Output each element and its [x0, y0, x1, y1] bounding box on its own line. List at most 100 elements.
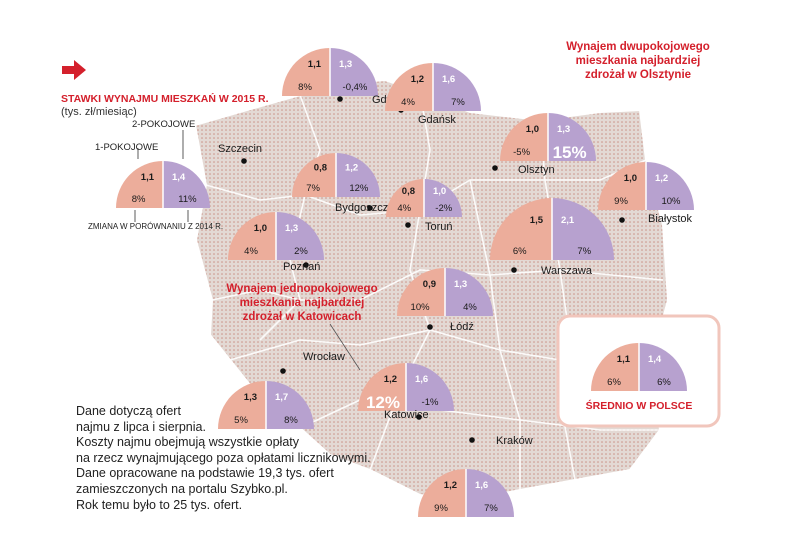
two-room-price: 1,3: [454, 279, 467, 290]
two-room-price: 1,6: [442, 74, 455, 85]
one-room-change: -5%: [513, 147, 530, 158]
two-room-price: 1,4: [172, 172, 186, 183]
one-room-change: 8%: [298, 82, 312, 93]
city-chart-lodz: 0,9 1,3 10% 4% Łódź: [397, 268, 493, 333]
one-room-price: 1,0: [624, 173, 637, 184]
two-room-change: 8%: [284, 415, 298, 426]
one-room-price: 1,0: [526, 124, 539, 135]
city-chart-torun: 0,8 1,0 4% -2% Toruń: [386, 179, 462, 233]
two-room-price: 1,3: [339, 59, 352, 70]
one-room-wedge: [386, 179, 424, 217]
city-chart-average: 1,1 1,4 6% 6% ŚREDNIO W POLSCE: [586, 343, 693, 412]
one-room-change: 12%: [366, 393, 400, 412]
city-dot-torun: [405, 222, 411, 228]
one-room-change: 6%: [513, 246, 527, 257]
city-dot-wroclaw: [280, 368, 286, 374]
callout-katowice: Wynajem jednopokojowego mieszkania najba…: [222, 282, 382, 324]
legend-label-2room: 2-POKOJOWE: [132, 119, 196, 130]
two-room-change: 2%: [294, 246, 308, 257]
city-dot-bydgoszcz: [367, 205, 373, 211]
two-room-change: 7%: [451, 97, 465, 108]
average-label: ŚREDNIO W POLSCE: [586, 399, 693, 412]
one-room-wedge: [385, 63, 433, 111]
callout-olsztyn-line: mieszkania najbardziej: [575, 55, 701, 67]
two-room-price: 1,6: [475, 480, 488, 491]
city-dot-poznan: [303, 262, 309, 268]
one-room-change: 4%: [397, 203, 411, 214]
two-room-wedge: [266, 381, 314, 429]
city-charts: 1,11,48%11%1,11,38%-0,4%Gdynia1,21,64%7%…: [116, 48, 694, 517]
two-room-wedge: [646, 162, 694, 210]
city-dot-bialystok: [619, 217, 625, 223]
note-line: Dane opracowane na podstawie 19,3 tys. o…: [76, 466, 334, 481]
two-room-change: 11%: [178, 194, 197, 205]
two-room-wedge: [406, 363, 454, 411]
callout-olsztyn-line: zdrożał w Olsztynie: [584, 69, 692, 81]
one-room-price: 1,0: [254, 223, 267, 234]
two-room-change: 7%: [577, 246, 591, 257]
city-chart-szczecin: Szczecin: [218, 143, 262, 155]
legend-unit: (tys. zł/miesiąc): [61, 106, 137, 118]
city-name-olsztyn: Olsztyn: [518, 164, 555, 176]
one-room-wedge: [116, 161, 163, 208]
city-name-bialystok: Białystok: [648, 213, 693, 225]
two-room-price: 1,3: [557, 124, 570, 135]
city-name-wroclaw: Wrocław: [303, 351, 345, 363]
one-room-price: 1,1: [141, 172, 155, 183]
two-room-wedge: [330, 48, 378, 96]
data-notes: Dane dotyczą ofert najmu z lipca i sierp…: [76, 404, 416, 513]
red-arrow-icon: [62, 60, 86, 80]
one-room-wedge: [598, 162, 646, 210]
city-dot-olsztyn: [492, 165, 498, 171]
one-room-change: 8%: [132, 194, 146, 205]
one-room-price: 1,1: [617, 354, 631, 365]
city-name-szczecin: Szczecin: [218, 143, 262, 155]
one-room-change: 7%: [306, 183, 320, 194]
two-room-wedge: [445, 268, 493, 316]
two-room-change: -0,4%: [343, 82, 368, 93]
note-line: na rzecz wynajmującego poza opłatami lic…: [76, 450, 371, 465]
city-chart-gdynia: 1,11,38%-0,4%Gdynia: [282, 48, 408, 106]
one-room-change: 5%: [234, 415, 248, 426]
city-chart-warszawa: 1,5 2,1 6% 7% Warszawa: [490, 198, 614, 277]
one-room-wedge: [218, 381, 266, 429]
city-name-katowice: Katowice: [384, 409, 429, 421]
one-room-price: 1,3: [244, 392, 257, 403]
two-room-price: 1,2: [345, 163, 358, 174]
two-room-wedge: [163, 161, 210, 208]
average-box: 1,1 1,4 6% 6% ŚREDNIO W POLSCE: [556, 314, 721, 428]
one-room-price: 1,5: [530, 215, 544, 226]
one-room-wedge: [591, 343, 639, 391]
legend-change-label: ZMIANA W PORÓWNANIU Z 2014 R.: [88, 222, 224, 231]
city-chart-poznan: 1,0 1,3 4% 2% Poznań: [228, 212, 324, 273]
two-room-wedge: [548, 113, 596, 161]
city-chart-olsztyn: 1,0 1,3 -5% 15% Olsztyn: [500, 113, 596, 176]
note-line: zamieszczonych na portalu Szybko.pl.: [76, 481, 288, 496]
note-line: Dane dotyczą ofert: [76, 404, 181, 418]
two-room-change: -1%: [422, 397, 439, 408]
one-room-wedge: [418, 469, 466, 517]
two-room-price: 1,7: [275, 392, 288, 403]
one-room-change: 4%: [401, 97, 415, 108]
one-room-wedge: [500, 113, 548, 161]
one-room-wedge: [282, 48, 330, 96]
two-room-change: 4%: [463, 302, 477, 313]
city-dot-szczecin: [241, 158, 247, 164]
callout-katowice-line: zdrożał w Katowicach: [242, 311, 362, 323]
two-room-change: 6%: [657, 377, 671, 388]
city-chart-krakow: 1,2 1,6 9% 7% Kraków: [418, 435, 533, 517]
one-room-wedge: [397, 268, 445, 316]
two-room-price: 1,4: [648, 354, 662, 365]
two-room-price: 1,2: [655, 173, 668, 184]
two-room-wedge: [466, 469, 514, 517]
one-room-wedge: [490, 198, 552, 260]
callout-olsztyn: Wynajem dwupokojowego mieszkania najbard…: [558, 40, 718, 82]
city-dot-warszawa: [511, 267, 517, 273]
one-room-price: 1,1: [308, 59, 322, 70]
two-room-wedge: [336, 153, 380, 197]
note-line: Rok temu było to 25 tys. ofert.: [76, 497, 243, 512]
callout-olsztyn-line: Wynajem dwupokojowego: [566, 41, 710, 53]
city-name-poznan: Poznań: [283, 261, 320, 273]
